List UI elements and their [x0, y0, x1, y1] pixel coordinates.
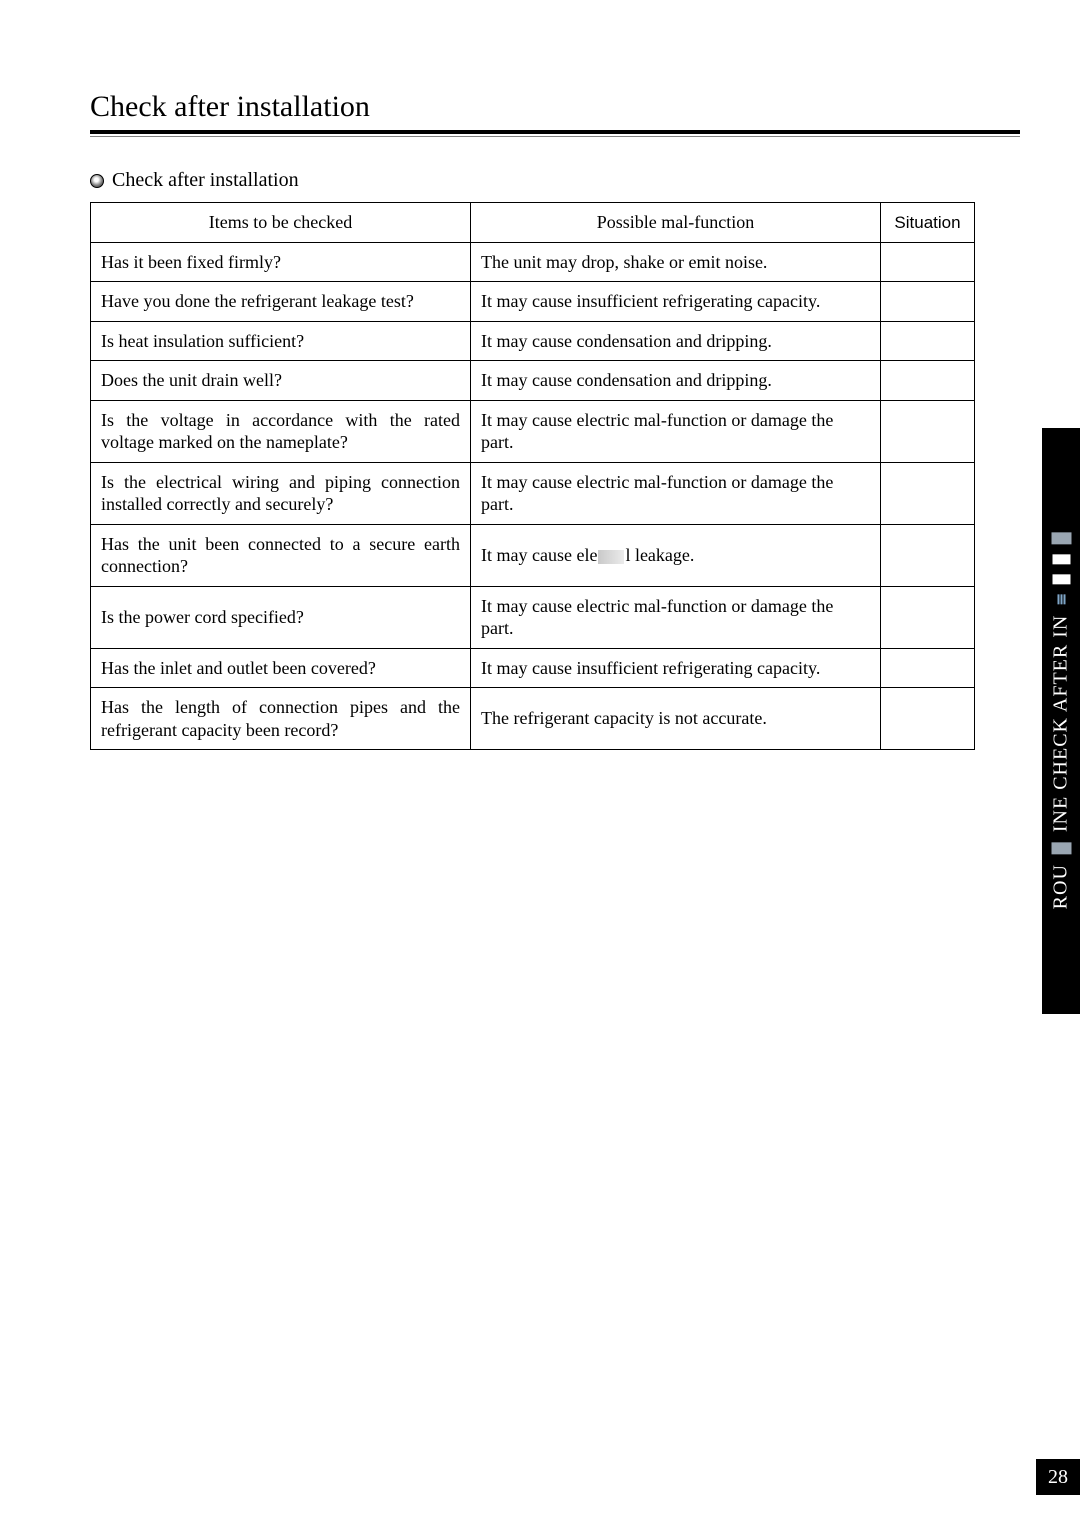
table-header-row: Items to be checked Possible mal-functio… [91, 203, 975, 243]
side-tab-label: ROU INE CHECK AFTER IN [1050, 533, 1073, 910]
white-block-icon [1052, 555, 1070, 565]
cell-situation [881, 282, 975, 322]
cell-item: Does the unit drain well? [91, 361, 471, 401]
cell-mal: It may cause electric mal-function or da… [471, 400, 881, 462]
cell-item: Has it been fixed firmly? [91, 242, 471, 282]
cell-mal: It may cause electric mal-function or da… [471, 462, 881, 524]
side-tab-mid: INE CHECK AFTER IN [1050, 615, 1073, 832]
cell-item: Is heat insulation sufficient? [91, 321, 471, 361]
side-tab-prefix: ROU [1050, 864, 1073, 909]
cell-item: Has the length of connection pipes and t… [91, 688, 471, 750]
section-title: Check after installation [112, 169, 299, 192]
title-rule-thin [90, 136, 1020, 137]
cell-item: Is the voltage in accordance with the ra… [91, 400, 471, 462]
page-title: Check after installation [90, 90, 1020, 124]
tiny-bars-icon [1057, 595, 1065, 605]
cell-mal: It may cause condensation and dripping. [471, 321, 881, 361]
cell-situation [881, 400, 975, 462]
table-row: Is the voltage in accordance with the ra… [91, 400, 975, 462]
cell-situation [881, 524, 975, 586]
side-tab: ROU INE CHECK AFTER IN [1042, 428, 1080, 1014]
cell-mal: It may cause condensation and dripping. [471, 361, 881, 401]
cell-mal: It may cause electric mal-function or da… [471, 586, 881, 648]
check-table: Items to be checked Possible mal-functio… [90, 202, 975, 750]
cell-situation [881, 242, 975, 282]
table-row: Has the length of connection pipes and t… [91, 688, 975, 750]
cell-situation [881, 321, 975, 361]
section-header: Check after installation [90, 169, 1020, 192]
header-items: Items to be checked [91, 203, 471, 243]
cell-mal: It may cause insufficient refrigerating … [471, 648, 881, 688]
cell-item: Have you done the refrigerant leakage te… [91, 282, 471, 322]
cell-mal: The refrigerant capacity is not accurate… [471, 688, 881, 750]
header-malfunction: Possible mal-function [471, 203, 881, 243]
cell-situation [881, 361, 975, 401]
cell-situation [881, 648, 975, 688]
page-number: 28 [1036, 1459, 1080, 1495]
white-block-icon [1052, 575, 1070, 585]
table-row: Does the unit drain well? It may cause c… [91, 361, 975, 401]
table-row: Is heat insulation sufficient? It may ca… [91, 321, 975, 361]
table-row: Is the power cord specified? It may caus… [91, 586, 975, 648]
grey-block-icon [1051, 842, 1071, 854]
cell-situation [881, 688, 975, 750]
cell-situation [881, 462, 975, 524]
title-rule-thick [90, 130, 1020, 134]
table-row: Has the unit been connected to a secure … [91, 524, 975, 586]
cell-mal: The unit may drop, shake or emit noise. [471, 242, 881, 282]
table-row: Have you done the refrigerant leakage te… [91, 282, 975, 322]
cell-item: Has the unit been connected to a secure … [91, 524, 471, 586]
cell-mal: It may cause insufficient refrigerating … [471, 282, 881, 322]
cell-item: Is the power cord specified? [91, 586, 471, 648]
smudge-icon [598, 550, 624, 564]
mal-suffix: l leakage. [625, 545, 694, 565]
cell-mal: It may cause ele l leakage. [471, 524, 881, 586]
table-row: Is the electrical wiring and piping conn… [91, 462, 975, 524]
cell-item: Is the electrical wiring and piping conn… [91, 462, 471, 524]
table-row: Has the inlet and outlet been covered? I… [91, 648, 975, 688]
table-row: Has it been fixed firmly? The unit may d… [91, 242, 975, 282]
mal-prefix: It may cause ele [481, 545, 597, 565]
header-situation: Situation [881, 203, 975, 243]
grey-block-icon [1051, 533, 1071, 545]
bullet-icon [90, 174, 104, 188]
cell-situation [881, 586, 975, 648]
cell-item: Has the inlet and outlet been covered? [91, 648, 471, 688]
